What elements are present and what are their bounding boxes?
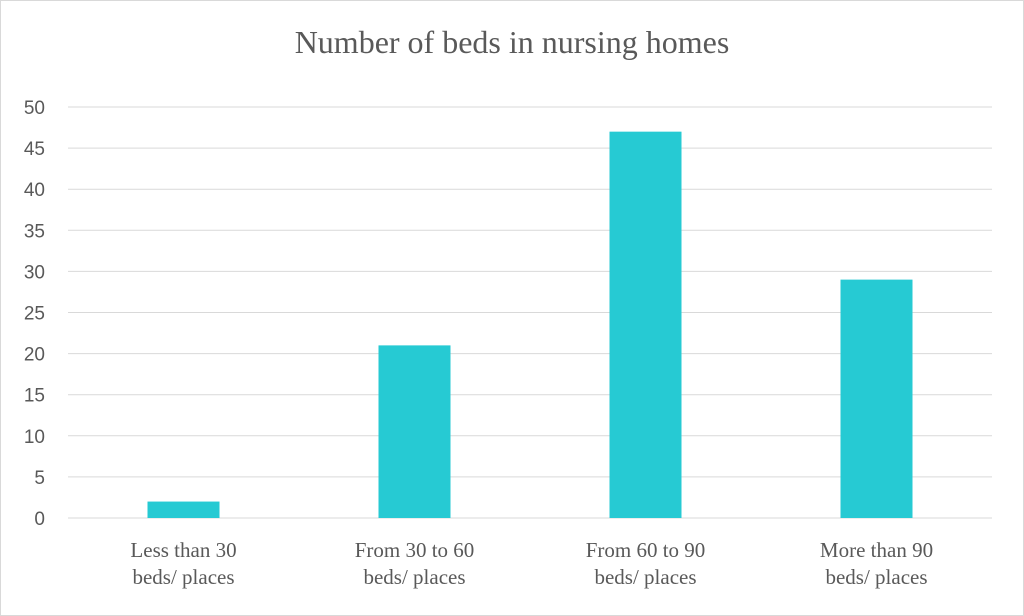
y-tick-label: 5 bbox=[34, 468, 45, 489]
y-tick-label: 50 bbox=[24, 98, 45, 119]
bars bbox=[147, 131, 913, 518]
gridlines bbox=[68, 106, 992, 519]
x-tick-label: From 60 to 90 beds/ places bbox=[586, 538, 706, 589]
x-axis-ticks: Less than 30 beds/ places From 30 to 60 bed… bbox=[130, 538, 933, 589]
y-tick-label: 10 bbox=[24, 427, 45, 448]
bar bbox=[840, 279, 913, 518]
y-tick-label: 45 bbox=[24, 139, 45, 160]
x-tick-label-line: beds/ places bbox=[132, 565, 234, 589]
y-tick-label: 35 bbox=[24, 221, 45, 242]
y-axis-ticks: 0 5 10 15 20 25 30 35 40 45 50 bbox=[24, 98, 45, 530]
y-tick-label: 15 bbox=[24, 386, 45, 407]
x-tick-label-line: beds/ places bbox=[594, 565, 696, 589]
bar bbox=[609, 131, 682, 518]
y-tick-label: 20 bbox=[24, 345, 45, 366]
bar bbox=[147, 501, 220, 518]
y-tick-label: 30 bbox=[24, 262, 45, 283]
x-tick-label-line: More than 90 bbox=[820, 538, 933, 562]
x-tick-label: More than 90 beds/ places bbox=[820, 538, 933, 589]
y-tick-label: 40 bbox=[24, 180, 45, 201]
y-tick-label: 0 bbox=[34, 509, 45, 530]
x-tick-label-line: Less than 30 bbox=[130, 538, 236, 562]
bar bbox=[378, 345, 451, 518]
y-tick-label: 25 bbox=[24, 304, 45, 325]
chart-title: Number of beds in nursing homes bbox=[294, 24, 730, 60]
x-tick-label-line: beds/ places bbox=[825, 565, 927, 589]
x-tick-label-line: beds/ places bbox=[363, 565, 465, 589]
x-tick-label: From 30 to 60 beds/ places bbox=[355, 538, 475, 589]
x-tick-label-line: From 60 to 90 bbox=[586, 538, 706, 562]
x-tick-label-line: From 30 to 60 bbox=[355, 538, 475, 562]
x-tick-label: Less than 30 beds/ places bbox=[130, 538, 236, 589]
